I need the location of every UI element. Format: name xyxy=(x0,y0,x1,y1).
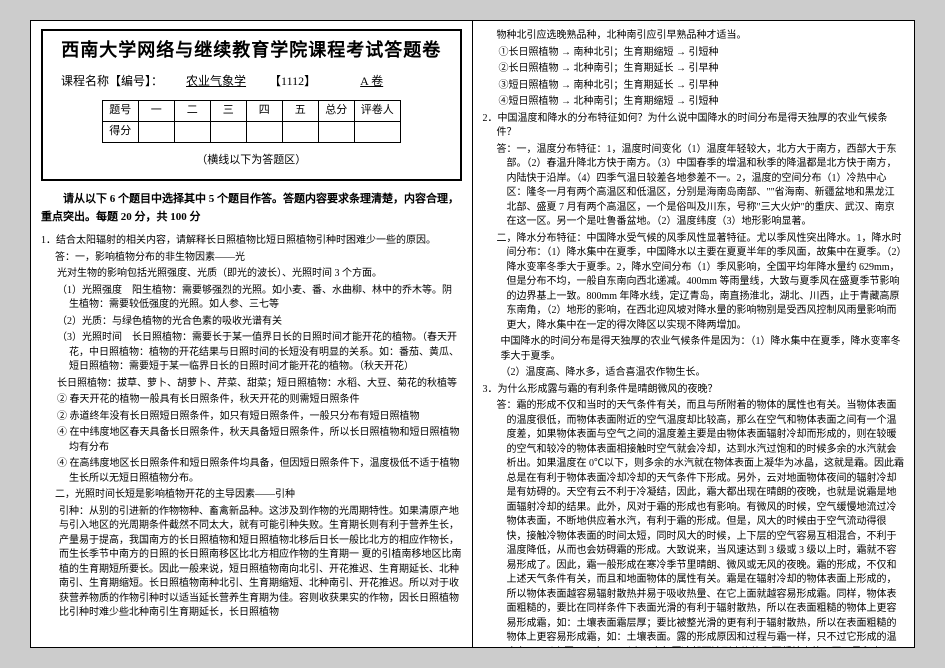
note-line: （横线以下为答题区） xyxy=(51,153,452,169)
th-5: 五 xyxy=(282,101,318,122)
course-line: 课程名称【编号】： 农业气象学 【1112】 A 卷 xyxy=(61,73,452,90)
body-line: 光对生物的影响包括光照强度、光质（即光的波长）、光照时间 3 个方面。 xyxy=(41,267,462,282)
body-line: ② 赤道终年没有长日照短日照条件，如只有短日照条件，一般只分布有短日照植物 xyxy=(41,410,462,425)
th-4: 四 xyxy=(246,101,282,122)
body-line: ④ 在高纬度地区长日照条件和短日照条件均具备，但因短日照条件下，温度极低不适于植… xyxy=(41,457,462,486)
th-1: 一 xyxy=(138,101,174,122)
td-5 xyxy=(282,122,318,143)
left-column: 西南大学网络与继续教育学院课程考试答题卷 课程名称【编号】： 农业气象学 【11… xyxy=(31,21,473,647)
body-line: 物种北引应选晚熟品种，北种南引应引早熟品种才适当。 xyxy=(483,29,905,44)
th-2: 二 xyxy=(174,101,210,122)
th-3: 三 xyxy=(210,101,246,122)
td-1 xyxy=(138,122,174,143)
paper-variant: A 卷 xyxy=(358,74,385,88)
body-line: 1．结合太阳辐射的相关内容，请解释长日照植物比短日照植物引种时困难少一些的原因。 xyxy=(41,234,462,249)
body-line: ①长日照植物 → 南种北引；生育期缩短 → 引短种 xyxy=(483,46,905,61)
body-line: 3．为什么形成露与霜的有利条件是晴朗微风的夜晚？ xyxy=(483,383,905,398)
exam-sheet: 西南大学网络与继续教育学院课程考试答题卷 课程名称【编号】： 农业气象学 【11… xyxy=(30,20,915,648)
th-7: 评卷人 xyxy=(354,101,400,122)
body-line: （2）光质：与绿色植物的光合色素的吸收光谱有关 xyxy=(41,315,462,330)
instruction: 请从以下 6 个题目中选择其中 5 个题目作答。答题内容要求条理清楚，内容合理，… xyxy=(41,191,462,226)
body-line: ②长日照植物 → 北种南引；生育期延长 → 引早种 xyxy=(483,62,905,77)
course-name: 农业气象学 xyxy=(166,74,266,88)
right-column: 物种北引应选晚熟品种，北种南引应引早熟品种才适当。 ①长日照植物 → 南种北引；生… xyxy=(473,21,915,647)
body-line: 答：一，影响植物分布的非生物因素——光 xyxy=(41,251,462,266)
td-7 xyxy=(354,122,400,143)
body-line: 答：霜的形成不仅和当时的天气条件有关，而且与所附着的物体的属性也有关。当物体表面… xyxy=(483,399,905,647)
body-line: 引种：从别的引进新的作物物种、畜禽新品种。这涉及到作物的光周期特性。如果清原产地… xyxy=(41,505,462,621)
body-line: 中国降水的时间分布是得天独厚的农业气候条件是因为：（1）降水集中在夏季，降水变率… xyxy=(483,335,905,364)
main-title: 西南大学网络与继续教育学院课程考试答题卷 xyxy=(51,37,452,63)
body-line: 二，光照时间长短是影响植物开花的主导因素——引种 xyxy=(41,488,462,503)
score-table: 题号 一 二 三 四 五 总分 评卷人 得分 xyxy=(102,100,401,143)
body-line: （3）光照时间 长日照植物：需要长于某一值界日长的日照时间才能开花的植物。（春天… xyxy=(41,331,462,375)
body-line: 答：一，温度分布特征：1，温度时间变化（1）温度年轻较大，北方大于南方，西部大于… xyxy=(483,143,905,230)
td-head: 得分 xyxy=(102,122,138,143)
body-line: ④ 在中纬度地区春天具备长日照条件，秋天具备短日照条件，所以长日照植物和短日照植… xyxy=(41,426,462,455)
body-line: 2．中国温度和降水的分布特征如何？为什么说中国降水的时间分布是得天独厚的农业气候… xyxy=(483,112,905,141)
td-4 xyxy=(246,122,282,143)
td-6 xyxy=(318,122,354,143)
score-header-row: 题号 一 二 三 四 五 总分 评卷人 xyxy=(102,101,400,122)
body-line: ④短日照植物 → 北种南引；生育期缩短 → 引短种 xyxy=(483,95,905,110)
score-value-row: 得分 xyxy=(102,122,400,143)
body-line: （1）光照强度 阳生植物：需要够强烈的光照。如小麦、番、水曲柳、林中的乔木等。阴… xyxy=(41,284,462,313)
body-line: 长日照植物：拔草、萝卜、胡萝卜、芹菜、甜菜；短日照植物：水稻、大豆、菊花的秋植等 xyxy=(41,377,462,392)
course-label: 课程名称【编号】： xyxy=(61,74,163,88)
body-line: 二，降水分布特征：中国降水受气候的风季风性显著特征。尤以季风性突出降水。1，降水… xyxy=(483,232,905,334)
body-line: ③短日照植物 → 南种北引；生育期延长 → 引早种 xyxy=(483,79,905,94)
body-line: （2）温度高、降水多，适合喜温农作物生长。 xyxy=(483,366,905,381)
td-2 xyxy=(174,122,210,143)
th-6: 总分 xyxy=(318,101,354,122)
title-box: 西南大学网络与继续教育学院课程考试答题卷 课程名称【编号】： 农业气象学 【11… xyxy=(41,29,462,181)
td-3 xyxy=(210,122,246,143)
right-body: 物种北引应选晚熟品种，北种南引应引早熟品种才适当。 ①长日照植物 → 南种北引；生… xyxy=(483,29,905,647)
course-code: 【1112】 xyxy=(269,74,316,88)
th-0: 题号 xyxy=(102,101,138,122)
body-line: ② 春天开花的植物一般具有长日照条件，秋天开花的则需短日照条件 xyxy=(41,393,462,408)
left-body: 1．结合太阳辐射的相关内容，请解释长日照植物比短日照植物引种时困难少一些的原因。… xyxy=(41,234,462,621)
